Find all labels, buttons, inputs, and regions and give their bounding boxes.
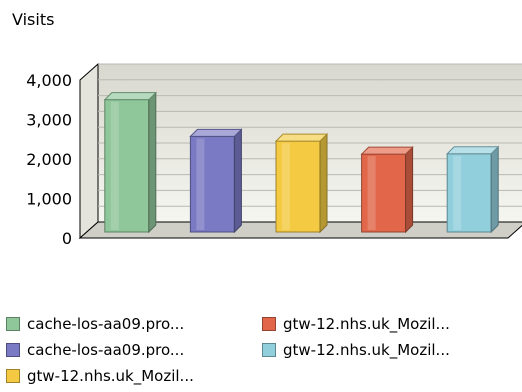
bar	[360, 145, 414, 234]
legend-label: cache-los-aa09.pro...	[27, 315, 185, 333]
y-tick-label: 3,000	[26, 111, 72, 130]
y-tick-label: 4,000	[26, 71, 72, 90]
bar-side	[319, 132, 328, 234]
legend-swatch	[262, 317, 276, 331]
bar	[274, 132, 329, 234]
bar-chart: 0 1,000 2,000 3,000 4,000	[26, 62, 522, 248]
bar-side	[490, 145, 499, 234]
bar-top	[189, 128, 243, 137]
bar-top	[360, 146, 414, 155]
bar-highlight	[453, 155, 462, 230]
legend: cache-los-aa09.pro... cache-los-aa09.pro.…	[6, 312, 518, 388]
y-tick-label: 2,000	[26, 150, 72, 169]
legend-label: gtw-12.nhs.uk_Mozil...	[283, 315, 450, 333]
legend-swatch	[262, 343, 276, 357]
bar	[103, 91, 158, 234]
bar-side	[148, 91, 157, 234]
bar-top	[274, 133, 329, 142]
bar-side	[405, 145, 414, 234]
bar-top	[103, 92, 158, 101]
bar-highlight	[367, 156, 376, 230]
bar-highlight	[110, 101, 119, 230]
legend-label: gtw-12.nhs.uk_Mozil...	[27, 367, 194, 385]
bar-side	[233, 128, 242, 234]
bar-highlight	[196, 138, 205, 230]
bar	[445, 145, 500, 234]
legend-swatch	[6, 317, 20, 331]
legend-swatch	[6, 343, 20, 357]
bar-highlight	[282, 143, 290, 230]
legend-label: cache-los-aa09.pro...	[27, 341, 185, 359]
chart-title: Visits	[12, 10, 55, 29]
plot-left-wall	[79, 62, 99, 240]
y-tick-label: 1,000	[26, 190, 72, 209]
legend-item: gtw-12.nhs.uk_Mozil...	[262, 312, 450, 336]
bar	[189, 128, 243, 234]
legend-item: cache-los-aa09.pro...	[6, 312, 184, 336]
legend-item: cache-los-aa09.pro...	[6, 338, 184, 362]
y-tick-label: 0	[62, 229, 72, 248]
legend-swatch	[6, 369, 20, 383]
legend-item: gtw-12.nhs.uk_Mozil...	[262, 338, 450, 362]
bar-top	[445, 146, 500, 155]
legend-label: gtw-12.nhs.uk_Mozil...	[283, 341, 450, 359]
legend-item: gtw-12.nhs.uk_Mozil...	[6, 364, 194, 388]
